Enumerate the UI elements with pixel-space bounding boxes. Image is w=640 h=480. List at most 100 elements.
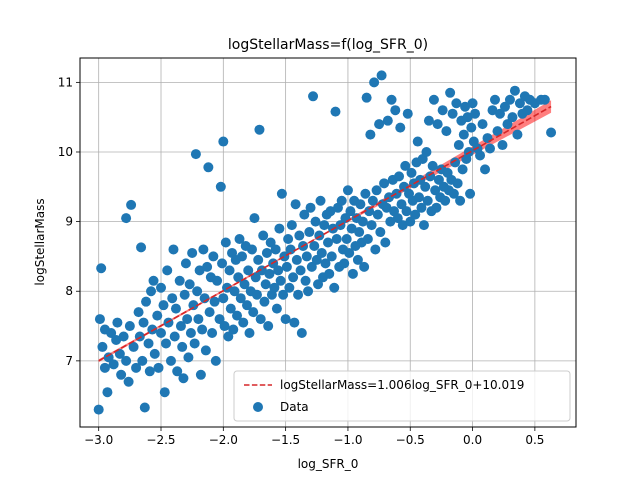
data-point (369, 77, 380, 88)
data-point (405, 216, 416, 227)
data-point (344, 247, 355, 258)
grid (80, 58, 576, 427)
data-point (324, 268, 335, 279)
y-tick-label: 11 (58, 75, 73, 89)
data-point (93, 404, 104, 415)
data-point (153, 362, 164, 373)
data-point (416, 202, 427, 213)
data-point (219, 321, 230, 332)
data-point (280, 314, 291, 325)
data-point (174, 275, 185, 286)
data-point (121, 213, 132, 224)
data-point (254, 124, 265, 135)
data-point (502, 119, 513, 130)
data-point (183, 352, 194, 363)
data-point (497, 140, 508, 151)
data-point (482, 133, 493, 144)
x-axis-label: log_SFR_0 (298, 457, 359, 471)
data-point (238, 317, 249, 328)
data-point (546, 127, 557, 138)
data-point (237, 251, 248, 262)
data-point (203, 162, 214, 173)
x-tick-label: −2.0 (209, 433, 238, 447)
data-point (204, 307, 215, 318)
data-point (401, 206, 412, 217)
data-point (152, 310, 163, 321)
data-point (289, 317, 300, 328)
data-point (106, 328, 117, 339)
data-point (448, 188, 459, 199)
data-point (97, 341, 108, 352)
y-tick-label: 9 (65, 215, 73, 229)
data-point (232, 310, 243, 321)
data-point (276, 188, 287, 199)
data-point (427, 160, 438, 171)
data-point (300, 275, 311, 286)
data-point (156, 282, 167, 293)
data-point (261, 247, 272, 258)
data-point (138, 317, 149, 328)
data-point (214, 314, 225, 325)
data-point (477, 119, 488, 130)
data-point (194, 265, 205, 276)
data-point (215, 181, 226, 192)
data-point (382, 115, 393, 126)
x-axis-ticks: −3.0 −2.5 −2.0 −1.5 −1.0 −0.5 0.0 0.5 (84, 427, 544, 447)
data-point (303, 286, 314, 297)
data-point (311, 254, 322, 265)
data-point (253, 254, 264, 265)
data-point (212, 275, 223, 286)
data-point (437, 105, 448, 116)
data-point (270, 244, 281, 255)
data-point (455, 195, 466, 206)
data-point (402, 108, 413, 119)
data-point (218, 136, 229, 147)
data-point (475, 150, 486, 161)
data-point (160, 338, 171, 349)
data-point (128, 341, 139, 352)
data-point (241, 300, 252, 311)
data-point (162, 265, 173, 276)
data-point (376, 70, 387, 81)
data-point (244, 328, 255, 339)
data-point (380, 237, 391, 248)
legend-box (233, 370, 571, 422)
data-point (453, 140, 464, 151)
data-point (283, 234, 294, 245)
data-point (359, 261, 370, 272)
data-point (360, 188, 371, 199)
data-point (147, 324, 158, 335)
data-point (465, 188, 476, 199)
data-point (192, 286, 203, 297)
data-point (198, 244, 209, 255)
data-point (320, 258, 331, 269)
data-point (371, 185, 382, 196)
data-point (305, 202, 316, 213)
data-point (248, 307, 259, 318)
data-point (470, 108, 481, 119)
data-point (460, 101, 471, 112)
data-point (372, 209, 383, 220)
data-point (143, 338, 154, 349)
data-point (131, 362, 142, 373)
data-point (165, 355, 176, 366)
data-point (514, 98, 525, 109)
data-point (447, 108, 458, 119)
data-point (394, 171, 405, 182)
data-point (366, 220, 377, 231)
data-point (422, 195, 433, 206)
data-point (294, 230, 305, 241)
data-point (260, 279, 271, 290)
data-point (487, 105, 498, 116)
data-point (133, 307, 144, 318)
data-point (325, 206, 336, 217)
data-point (251, 289, 262, 300)
data-point (285, 244, 296, 255)
data-point (175, 321, 186, 332)
data-point (193, 314, 204, 325)
data-point (259, 296, 270, 307)
y-tick-label: 10 (58, 145, 73, 159)
data-point (431, 202, 442, 213)
data-point (137, 355, 148, 366)
data-point (299, 209, 310, 220)
